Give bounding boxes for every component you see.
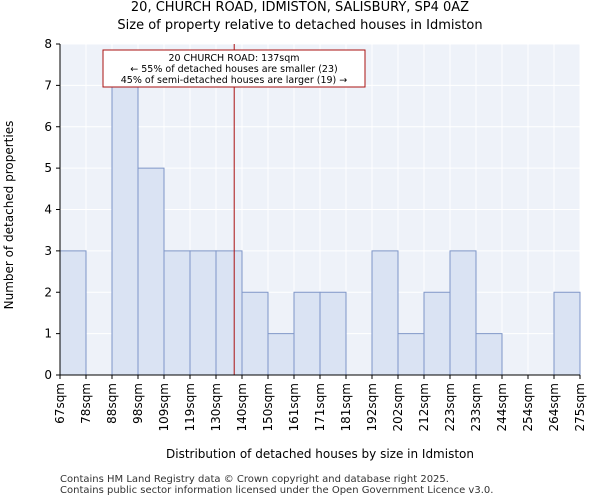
- bar: [241, 291, 269, 376]
- x-tick-label: 119sqm: [183, 383, 197, 431]
- x-tick-label: 202sqm: [391, 383, 405, 431]
- x-tick-label: 161sqm: [287, 383, 301, 431]
- y-tick-label: 8: [44, 37, 52, 51]
- chart-title: 20, CHURCH ROAD, IDMISTON, SALISBURY, SP…: [130, 0, 470, 15]
- y-tick-label: 4: [44, 203, 52, 217]
- chart-subtitle: Size of property relative to detached ho…: [117, 18, 483, 33]
- x-tick-label: 150sqm: [261, 383, 275, 431]
- annotation-box: [102, 49, 366, 88]
- y-tick-label: 6: [44, 120, 52, 134]
- x-tick-label: 130sqm: [209, 383, 223, 431]
- bar: [475, 333, 503, 376]
- x-tick-label: 244sqm: [495, 383, 509, 431]
- x-tick-label: 192sqm: [365, 383, 379, 431]
- x-tick-label: 181sqm: [339, 383, 353, 431]
- x-tick-label: 140sqm: [235, 383, 249, 431]
- y-tick-label: 3: [44, 244, 52, 258]
- bar: [293, 291, 321, 376]
- bar: [267, 333, 295, 376]
- x-tick-label: 275sqm: [573, 383, 587, 431]
- x-tick-label: 88sqm: [105, 383, 119, 424]
- bar: [111, 84, 139, 376]
- y-axis-label: Number of detached properties: [2, 121, 16, 310]
- footer-line-1: Contains HM Land Registry data © Crown c…: [60, 474, 449, 485]
- x-tick-label: 98sqm: [131, 383, 145, 424]
- y-tick-label: 1: [44, 327, 52, 341]
- bar: [397, 333, 425, 376]
- x-tick-label: 78sqm: [79, 383, 93, 424]
- x-axis-label: Distribution of detached houses by size …: [166, 447, 474, 461]
- x-tick-label: 264sqm: [547, 383, 561, 431]
- y-tick-label: 2: [44, 285, 52, 299]
- y-tick-label: 0: [44, 368, 52, 382]
- x-tick-label: 212sqm: [417, 383, 431, 431]
- x-tick-label: 171sqm: [313, 383, 327, 431]
- x-tick-label: 67sqm: [53, 383, 67, 424]
- annotation-line: ← 55% of detached houses are smaller (23…: [130, 64, 337, 75]
- bar: [59, 250, 87, 376]
- annotation-line: 45% of semi-detached houses are larger (…: [121, 75, 348, 86]
- y-tick-label: 7: [44, 78, 52, 92]
- footer-line-2: Contains public sector information licen…: [60, 485, 494, 496]
- bar: [423, 291, 451, 376]
- annotation-line: 20 CHURCH ROAD: 137sqm: [168, 53, 299, 64]
- y-tick-label: 5: [44, 161, 52, 175]
- bar: [371, 250, 399, 376]
- bar-chart: 20 CHURCH ROAD: 137sqm← 55% of detached …: [2, 37, 587, 461]
- bar: [553, 291, 581, 376]
- bar: [449, 250, 477, 376]
- x-tick-label: 223sqm: [443, 383, 457, 431]
- bar: [189, 250, 217, 376]
- bar: [319, 291, 347, 376]
- x-tick-label: 109sqm: [157, 383, 171, 431]
- bar: [163, 250, 191, 376]
- x-tick-label: 233sqm: [469, 383, 483, 431]
- x-tick-label: 254sqm: [521, 383, 535, 431]
- bar: [215, 250, 243, 376]
- bar: [137, 167, 165, 376]
